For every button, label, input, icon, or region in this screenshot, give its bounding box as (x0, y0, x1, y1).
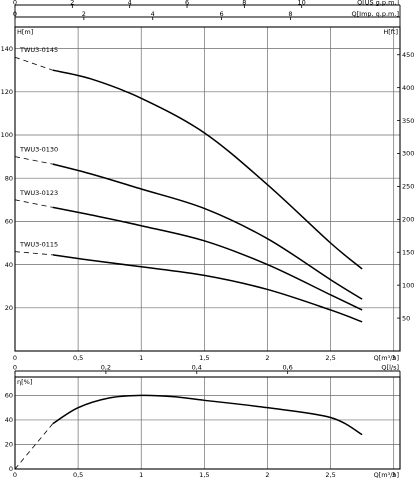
head-m-tick-label: 80 (5, 174, 13, 182)
head-q-tick-label: 3 (392, 354, 396, 362)
head-m-tick-label: 20 (5, 304, 13, 312)
us-gpm-axis-label: Q[US g.p.m.] (357, 0, 399, 7)
eff-axis-label: η[%] (17, 378, 32, 386)
head-ft-tick-label: 350 (402, 117, 414, 125)
series-label: TWU3-0145 (19, 46, 58, 54)
eff-tick-label: 60 (5, 392, 13, 400)
curves (14, 56, 363, 470)
head-ft-tick-label: 450 (402, 51, 414, 59)
us-gpm-tick-label: 10 (298, 0, 306, 7)
series-label: TWU3-0123 (19, 189, 58, 197)
ls-axis-label: Q[l/s] (381, 364, 399, 372)
eff-q-tick-label: 2,5 (325, 471, 335, 479)
us-gpm-tick-label: 8 (242, 0, 246, 7)
ls-tick-label: 0,4 (192, 364, 202, 372)
series-label: TWU3-0130 (19, 146, 58, 154)
efficiency-curve (52, 394, 363, 436)
us-gpm-tick-label: 6 (185, 0, 189, 7)
eff-q-axis-label: Q[m³/h] (374, 471, 399, 479)
imp-gpm-tick-label: 4 (151, 10, 155, 18)
eff-q-tick-label: 1 (139, 471, 143, 479)
head-ft-tick-label: 50 (402, 314, 410, 322)
head-q-tick-label: 2,5 (325, 354, 335, 362)
head-ft-tick-label: 100 (402, 281, 414, 289)
eff-tick-label: 20 (5, 441, 13, 449)
imp-gpm-tick-label: 0 (13, 10, 17, 18)
eff-q-tick-label: 0,5 (73, 471, 83, 479)
imp-gpm-tick-label: 6 (220, 10, 224, 18)
eff-q-tick-label: 0 (13, 471, 17, 479)
head-curve-extrapolated (14, 199, 53, 208)
head-m-tick-label: 40 (5, 261, 13, 269)
us-gpm-tick-label: 0 (13, 0, 17, 7)
head-m-tick-label: 100 (1, 131, 13, 139)
imp-gpm-tick-label: 2 (82, 10, 86, 18)
head-ft-tick-label: 200 (402, 216, 414, 224)
head-curve-extrapolated (14, 251, 53, 256)
eff-q-tick-label: 2 (265, 471, 269, 479)
ls-tick-label: 0,2 (101, 364, 111, 372)
head-m-tick-label: 60 (5, 218, 13, 226)
head-m-axis-label: H[m] (17, 28, 33, 36)
head-curve (52, 206, 363, 311)
eff-tick-label: 0 (9, 465, 13, 473)
grid-lines (15, 27, 400, 469)
us-gpm-tick-label: 4 (128, 0, 132, 7)
head-ft-tick-label: 400 (402, 84, 414, 92)
head-q-tick-label: 1 (139, 354, 143, 362)
head-chart-frame (14, 26, 401, 352)
ls-tick-label: 0,6 (282, 364, 292, 372)
imp-gpm-tick-label: 8 (288, 10, 292, 18)
head-curve (52, 163, 363, 300)
head-curve-extrapolated (14, 156, 53, 165)
efficiency-chart-frame (14, 376, 401, 470)
head-m-tick-label: 140 (1, 45, 13, 53)
head-q-tick-label: 0 (13, 354, 17, 362)
head-ft-tick-label: 300 (402, 150, 414, 158)
efficiency-curve-extrapolated (14, 423, 54, 470)
imp-gpm-axis-label: Q[Imp. g.p.m.] (352, 10, 399, 18)
head-q-tick-label: 2 (265, 354, 269, 362)
eff-q-tick-label: 3 (392, 471, 396, 479)
head-curve (52, 69, 363, 270)
head-q-tick-label: 0,5 (73, 354, 83, 362)
head-ft-tick-label: 250 (402, 183, 414, 191)
eff-tick-label: 40 (5, 416, 13, 424)
us-gpm-tick-label: 2 (70, 0, 74, 7)
head-ft-axis-label: H[ft] (383, 28, 398, 36)
series-label: TWU3-0115 (19, 241, 58, 249)
ls-tick-label: 0 (13, 364, 17, 372)
head-q-axis-label: Q[m³/h] (374, 354, 399, 362)
head-curve-extrapolated (14, 56, 53, 71)
head-ft-tick-label: 150 (402, 248, 414, 256)
chart-frames (14, 4, 401, 470)
head-curve (52, 254, 363, 323)
head-m-tick-label: 120 (1, 88, 13, 96)
head-q-tick-label: 1,5 (199, 354, 209, 362)
eff-q-tick-label: 1,5 (199, 471, 209, 479)
